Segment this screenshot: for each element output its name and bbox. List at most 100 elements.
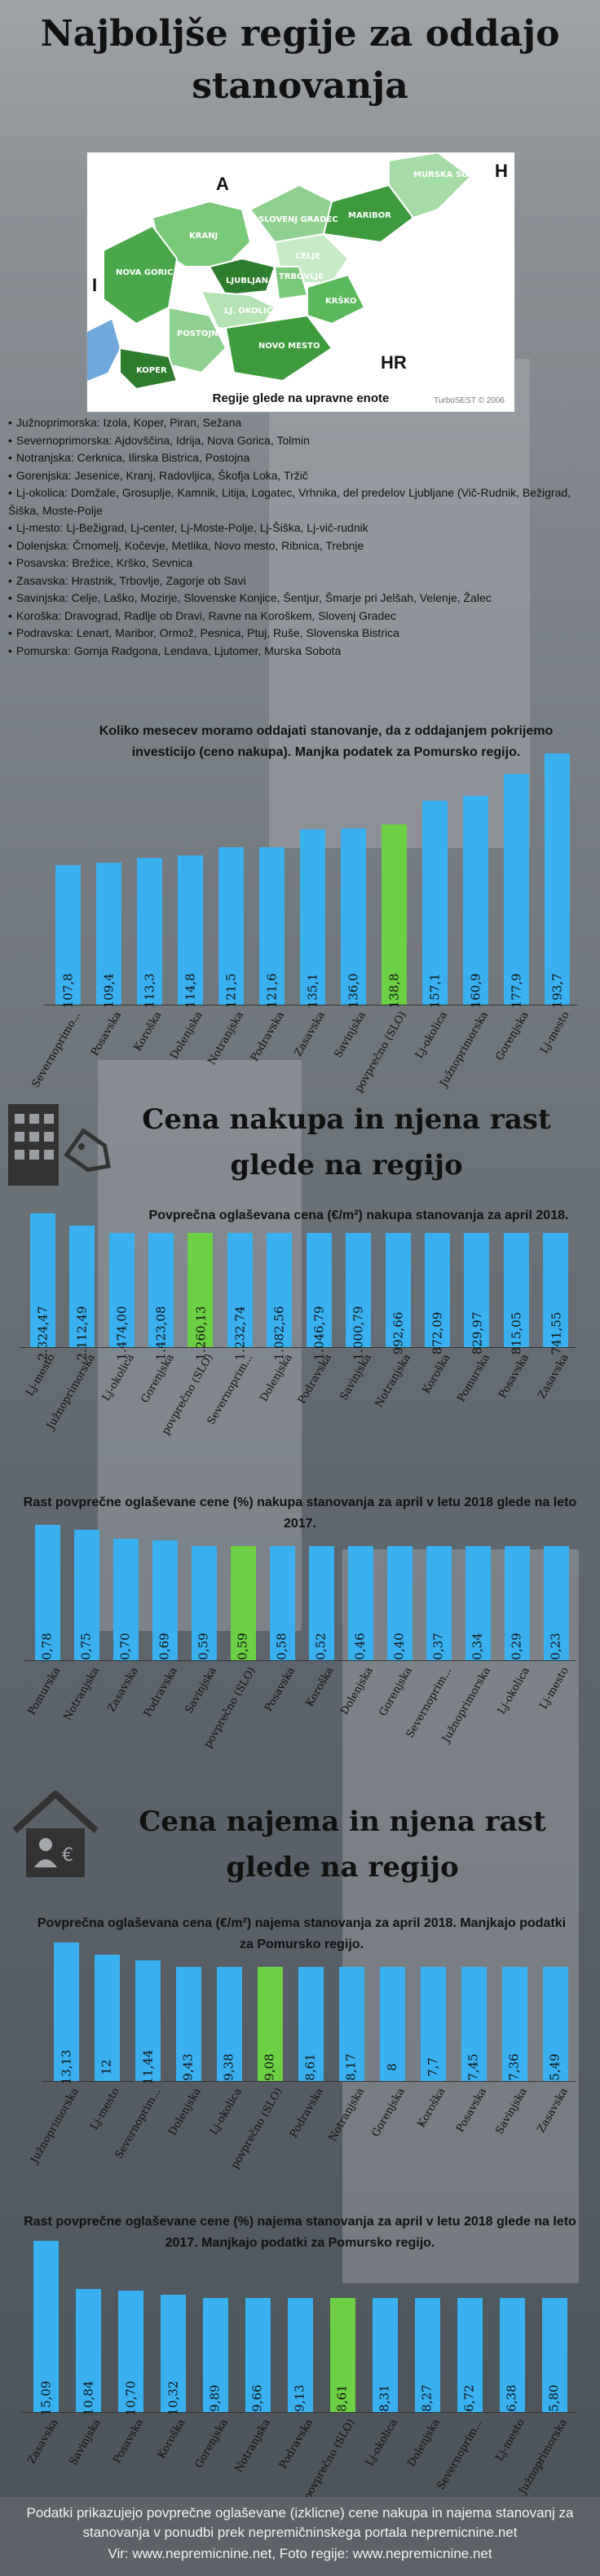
region-lj-okolica xyxy=(200,289,276,334)
chart-bar: 5,80 xyxy=(541,2298,567,2412)
bar-value-label: 872,09 xyxy=(425,1251,450,1355)
bar-value-label: 0,78 xyxy=(35,1564,60,1659)
category-label: Lj-mesto xyxy=(537,1665,571,1712)
chart-bar: 0,40 xyxy=(386,1546,412,1660)
bar-value-text: 107,8 xyxy=(60,973,76,1009)
bar-value-label: 1.260,13 xyxy=(188,1251,213,1361)
chart-bar: 1.474,00 xyxy=(108,1233,135,1360)
chart-bar: 9,43 xyxy=(175,1967,201,2081)
bar-value-label: 5,49 xyxy=(543,1985,568,2080)
bar-value-text: 9,08 xyxy=(262,2053,277,2081)
bar-value-label: 8,61 xyxy=(298,1985,324,2080)
category-label: Lj-mesto xyxy=(538,1010,572,1056)
category-label: Savinjska xyxy=(67,2417,104,2468)
category-label: Savinjska xyxy=(183,1665,219,1716)
bar-value-text: 0,34 xyxy=(470,1633,485,1660)
chart-title: Rast povprečne oglaševane cene (%) najem… xyxy=(24,2215,576,2250)
bar-value-text: 7,7 xyxy=(425,2057,440,2077)
region-list-item: Savinjska: Celje, Laško, Mozirje, Sloven… xyxy=(8,590,595,608)
chart-bar: 2.324,47 xyxy=(29,1213,55,1360)
bar-value-label: 1.232,74 xyxy=(227,1251,253,1361)
bar-value-text: 157,1 xyxy=(427,973,443,1009)
bar-value-label: 8,31 xyxy=(373,2316,398,2411)
category-label: Podravska xyxy=(277,2417,315,2472)
category-label: Gorenjska xyxy=(192,2417,231,2471)
region-list-item: Lj-okolica: Domžale, Grosuplje, Kamnik, … xyxy=(8,484,595,519)
chart-bar: 1.232,74 xyxy=(227,1233,253,1361)
chart-bar: 9,66 xyxy=(245,2298,271,2412)
chart-bar: 7,36 xyxy=(501,1967,527,2081)
map-letter-a: A xyxy=(216,174,229,194)
purchase-price-chart: 2.324,47 Lj-mesto 2.112,49 Južnoprimorska 1.… xyxy=(0,1213,600,1492)
chart-bar: 0,23 xyxy=(543,1546,569,1660)
bar-value-label: 8,17 xyxy=(339,1985,364,2080)
chart-bar: 7,7 xyxy=(420,1967,446,2081)
price-tag-icon xyxy=(64,1128,111,1173)
chart-bar: 2.112,49 xyxy=(69,1225,95,1360)
bar-value-text: 992,66 xyxy=(390,1311,406,1355)
bar-value-text: 0,75 xyxy=(79,1633,94,1660)
bar-value-label: 135,1 xyxy=(300,908,325,1009)
bar-value-text: 9,43 xyxy=(181,2053,196,2081)
bar-value-text: 872,09 xyxy=(430,1311,445,1355)
bar-value-label: 5,80 xyxy=(542,2316,567,2411)
bar-value-text: 829,97 xyxy=(469,1311,484,1355)
bar-value-label: 160,9 xyxy=(463,908,488,1009)
bar-value-text: 10,32 xyxy=(165,2380,181,2416)
bar-value-label: 177,9 xyxy=(504,908,529,1009)
page-title-line2: stanovanja xyxy=(192,65,408,107)
bar-value-text: 0,52 xyxy=(314,1633,329,1660)
bar-value-label: 0,34 xyxy=(465,1564,491,1659)
bar-value-label: 11,44 xyxy=(135,1985,161,2085)
region-list-item: Gorenjska: Jesenice, Kranj, Radovljica, … xyxy=(8,467,595,485)
category-label: Posavska xyxy=(262,1665,298,1714)
bar-value-label: 114,8 xyxy=(178,908,203,1009)
bar-value-text: 5,80 xyxy=(547,2384,562,2412)
category-label: Lj-mesto xyxy=(88,2086,122,2132)
category-label: Južnoprimorska xyxy=(517,2417,570,2497)
bar-value-text: 9,66 xyxy=(250,2384,265,2412)
category-label: Zasavska xyxy=(105,1665,141,1715)
bar-value-label: 1.046,79 xyxy=(307,1251,332,1361)
apartment-building-icon xyxy=(8,1104,111,1186)
bar-value-label: 15,09 xyxy=(33,2316,59,2416)
category-label: Zasavska xyxy=(536,1352,571,1402)
bar-value-text: 136,0 xyxy=(346,973,361,1009)
bar-value-text: 0,40 xyxy=(392,1633,407,1660)
bar-value-text: 8,17 xyxy=(344,2053,359,2081)
bar-value-label: 741,55 xyxy=(543,1251,568,1355)
region-postojna xyxy=(168,306,227,374)
bar-value-text: 7,45 xyxy=(466,2053,481,2081)
chart-bar: 10,70 xyxy=(117,2291,143,2415)
bar-value-label: 8,61 xyxy=(330,2316,355,2411)
chart-bar: 10,84 xyxy=(75,2289,101,2415)
chart-bar: 0,37 xyxy=(426,1546,452,1660)
category-label: Notranjska xyxy=(326,2086,367,2144)
bar-value-text: 0,78 xyxy=(40,1633,55,1660)
bar-value-label: 113,3 xyxy=(137,908,162,1009)
category-label: Dolenjska xyxy=(166,2086,204,2138)
category-label: Gorenjska xyxy=(377,1665,415,1719)
category-label: Lj-mesto xyxy=(493,2417,527,2463)
rent-price-chart: 13,13 Južnoprimorska 12 Lj-mesto 11,44 Severn… xyxy=(0,1924,600,2202)
bar-value-text: 0,58 xyxy=(275,1633,289,1660)
category-label: Gorenjska xyxy=(369,2086,408,2140)
bar-value-label: 7,36 xyxy=(502,1985,527,2080)
chart-bar: 1.082,56 xyxy=(267,1233,293,1360)
chart-bar: 0,29 xyxy=(504,1546,530,1660)
chart-bar: 7,45 xyxy=(461,1967,487,2081)
bar-value-label: 0,40 xyxy=(387,1564,412,1659)
category-label: Savinjska xyxy=(493,2086,530,2136)
chart-bar: 136,0 xyxy=(340,828,366,1008)
chart-bar: 13,13 xyxy=(53,1942,79,2084)
region-map: SLOVENJ GRADEC MURSKA SOBOTA MARIBOR KRA… xyxy=(86,152,515,413)
region-murska-sobota xyxy=(388,152,472,219)
chart-bar: 121,6 xyxy=(258,846,285,1008)
category-label: Notranjska xyxy=(205,1010,246,1067)
category-label: Dolenjska xyxy=(405,2417,443,2469)
map-letter-hr: HR xyxy=(381,352,407,373)
map-label-novo-mesto: NOVO MESTO xyxy=(258,342,320,351)
chart-bar: 0,70 xyxy=(112,1539,139,1660)
chart-bar: 829,97 xyxy=(464,1233,490,1354)
bar-value-text: 0,69 xyxy=(157,1633,172,1660)
